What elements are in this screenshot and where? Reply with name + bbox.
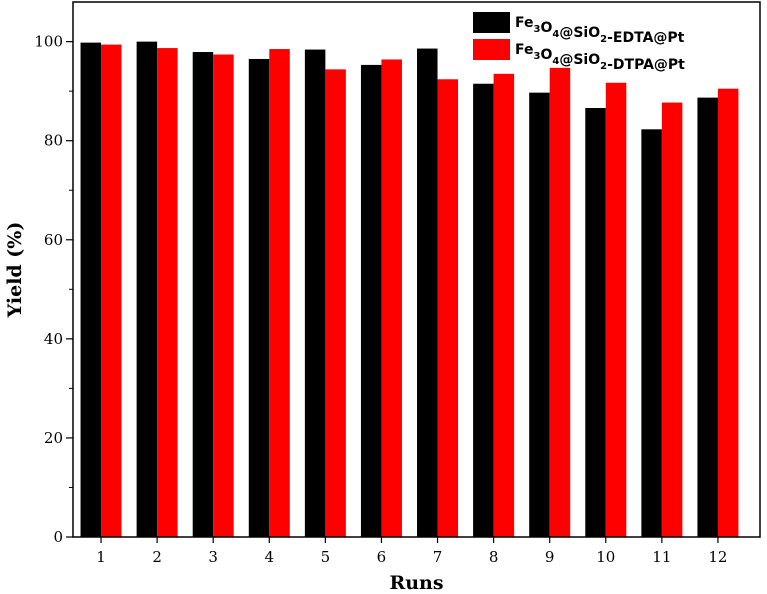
x-tick-label: 12	[708, 548, 727, 566]
bar-series2-run-12	[717, 88, 739, 537]
x-tick-label: 2	[152, 548, 162, 566]
bars-group	[80, 41, 739, 538]
bar-series1-run-6	[360, 64, 382, 537]
bar-series1-run-8	[473, 83, 494, 538]
bar-series2-run-4	[269, 49, 290, 538]
bar-series1-run-1	[80, 42, 102, 538]
x-tick-label: 8	[489, 548, 499, 566]
y-tick-label: 20	[44, 429, 63, 447]
bar-series1-run-12	[697, 97, 718, 538]
bar-series1-run-2	[136, 41, 158, 537]
x-tick-label: 10	[596, 548, 615, 566]
bar-series2-run-11	[661, 102, 683, 537]
y-tick-label: 60	[44, 231, 63, 249]
bar-series1-run-9	[529, 92, 550, 538]
legend-swatch-series2	[473, 39, 510, 60]
bar-series1-run-10	[585, 108, 606, 537]
y-axis-title: Yield (%)	[4, 222, 26, 319]
bar-series2-run-9	[549, 67, 571, 537]
x-tick-label: 4	[265, 548, 275, 566]
bar-series1-run-11	[641, 129, 662, 537]
plot-frame	[72, 1, 761, 538]
bar-series2-run-5	[325, 69, 346, 538]
bar-series1-run-3	[192, 52, 214, 537]
x-tick-label: 7	[433, 548, 443, 566]
bar-series2-run-1	[101, 44, 122, 537]
bar-series2-run-2	[157, 48, 178, 537]
bar-series1-run-4	[248, 58, 270, 537]
x-tick-label: 3	[208, 548, 218, 566]
bar-series2-run-7	[437, 79, 459, 537]
y-tick-label: 80	[44, 132, 63, 150]
bar-series1-run-5	[304, 49, 326, 538]
x-tick-label: 9	[545, 548, 555, 566]
bar-series1-run-7	[417, 48, 438, 538]
x-tick-label: 5	[321, 548, 331, 566]
y-tick-label: 0	[53, 528, 63, 546]
bar-series2-run-3	[213, 54, 234, 537]
x-axis-title: Runs	[389, 572, 443, 594]
bar-series2-run-8	[493, 73, 515, 537]
legend-swatch-series1	[473, 12, 510, 33]
y-tick-label: 100	[34, 33, 63, 51]
bar-series2-run-10	[605, 82, 627, 537]
legend-label-series2: Fe3O4@SiO2-DTPA@Pt	[515, 42, 685, 73]
bar-series2-run-6	[381, 59, 402, 538]
y-tick-label: 40	[44, 330, 63, 348]
x-tick-label: 1	[96, 548, 106, 566]
x-tick-label: 11	[652, 548, 671, 566]
legend-label-series1: Fe3O4@SiO2-EDTA@Pt	[515, 15, 685, 46]
x-tick-label: 6	[377, 548, 387, 566]
